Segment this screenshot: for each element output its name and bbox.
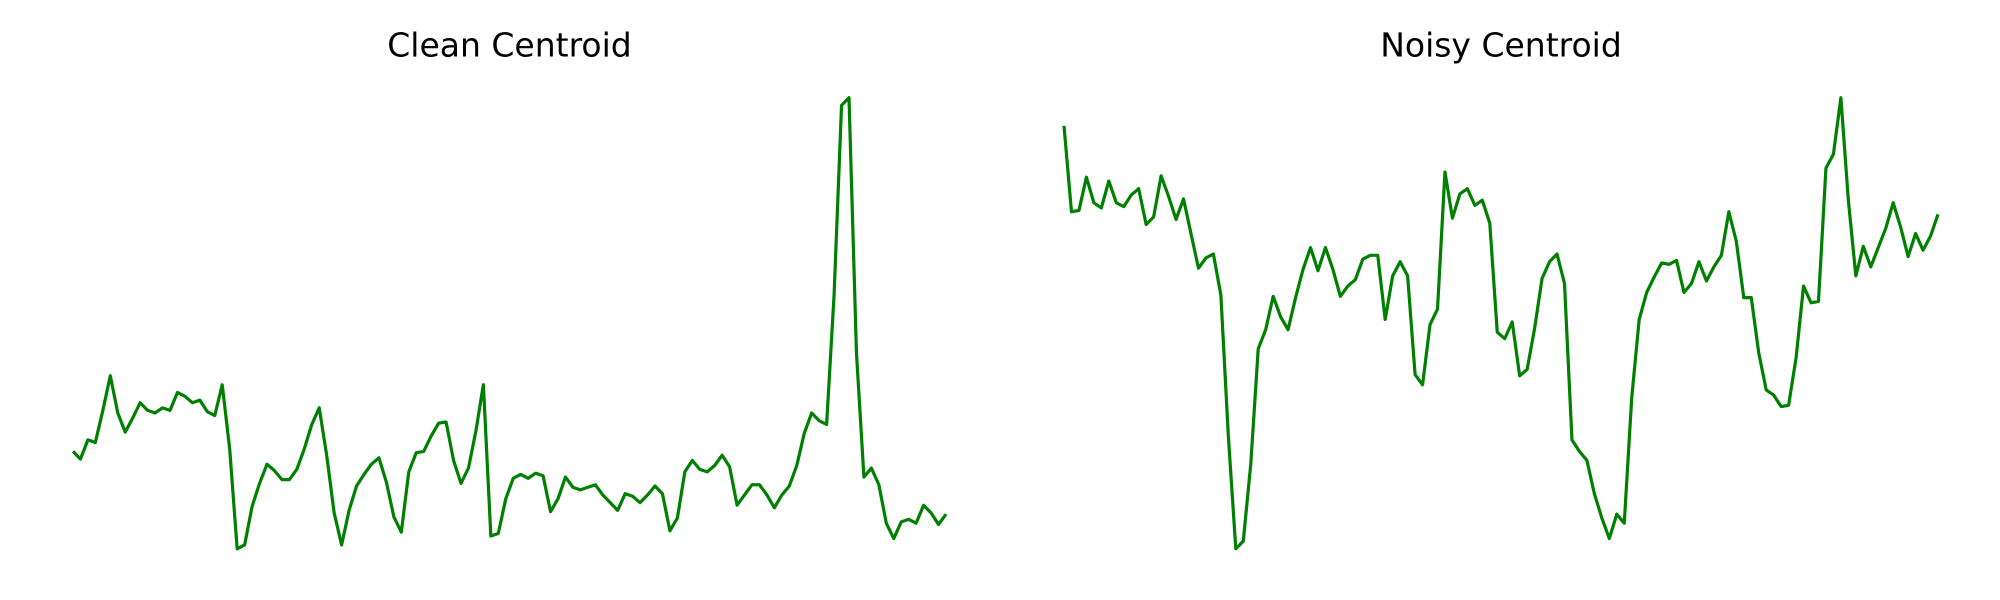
chart-title: Clean Centroid — [387, 26, 632, 65]
data-line — [1062, 96, 1940, 551]
data-line — [71, 96, 948, 551]
chart-title: Noisy Centroid — [1380, 26, 1622, 65]
